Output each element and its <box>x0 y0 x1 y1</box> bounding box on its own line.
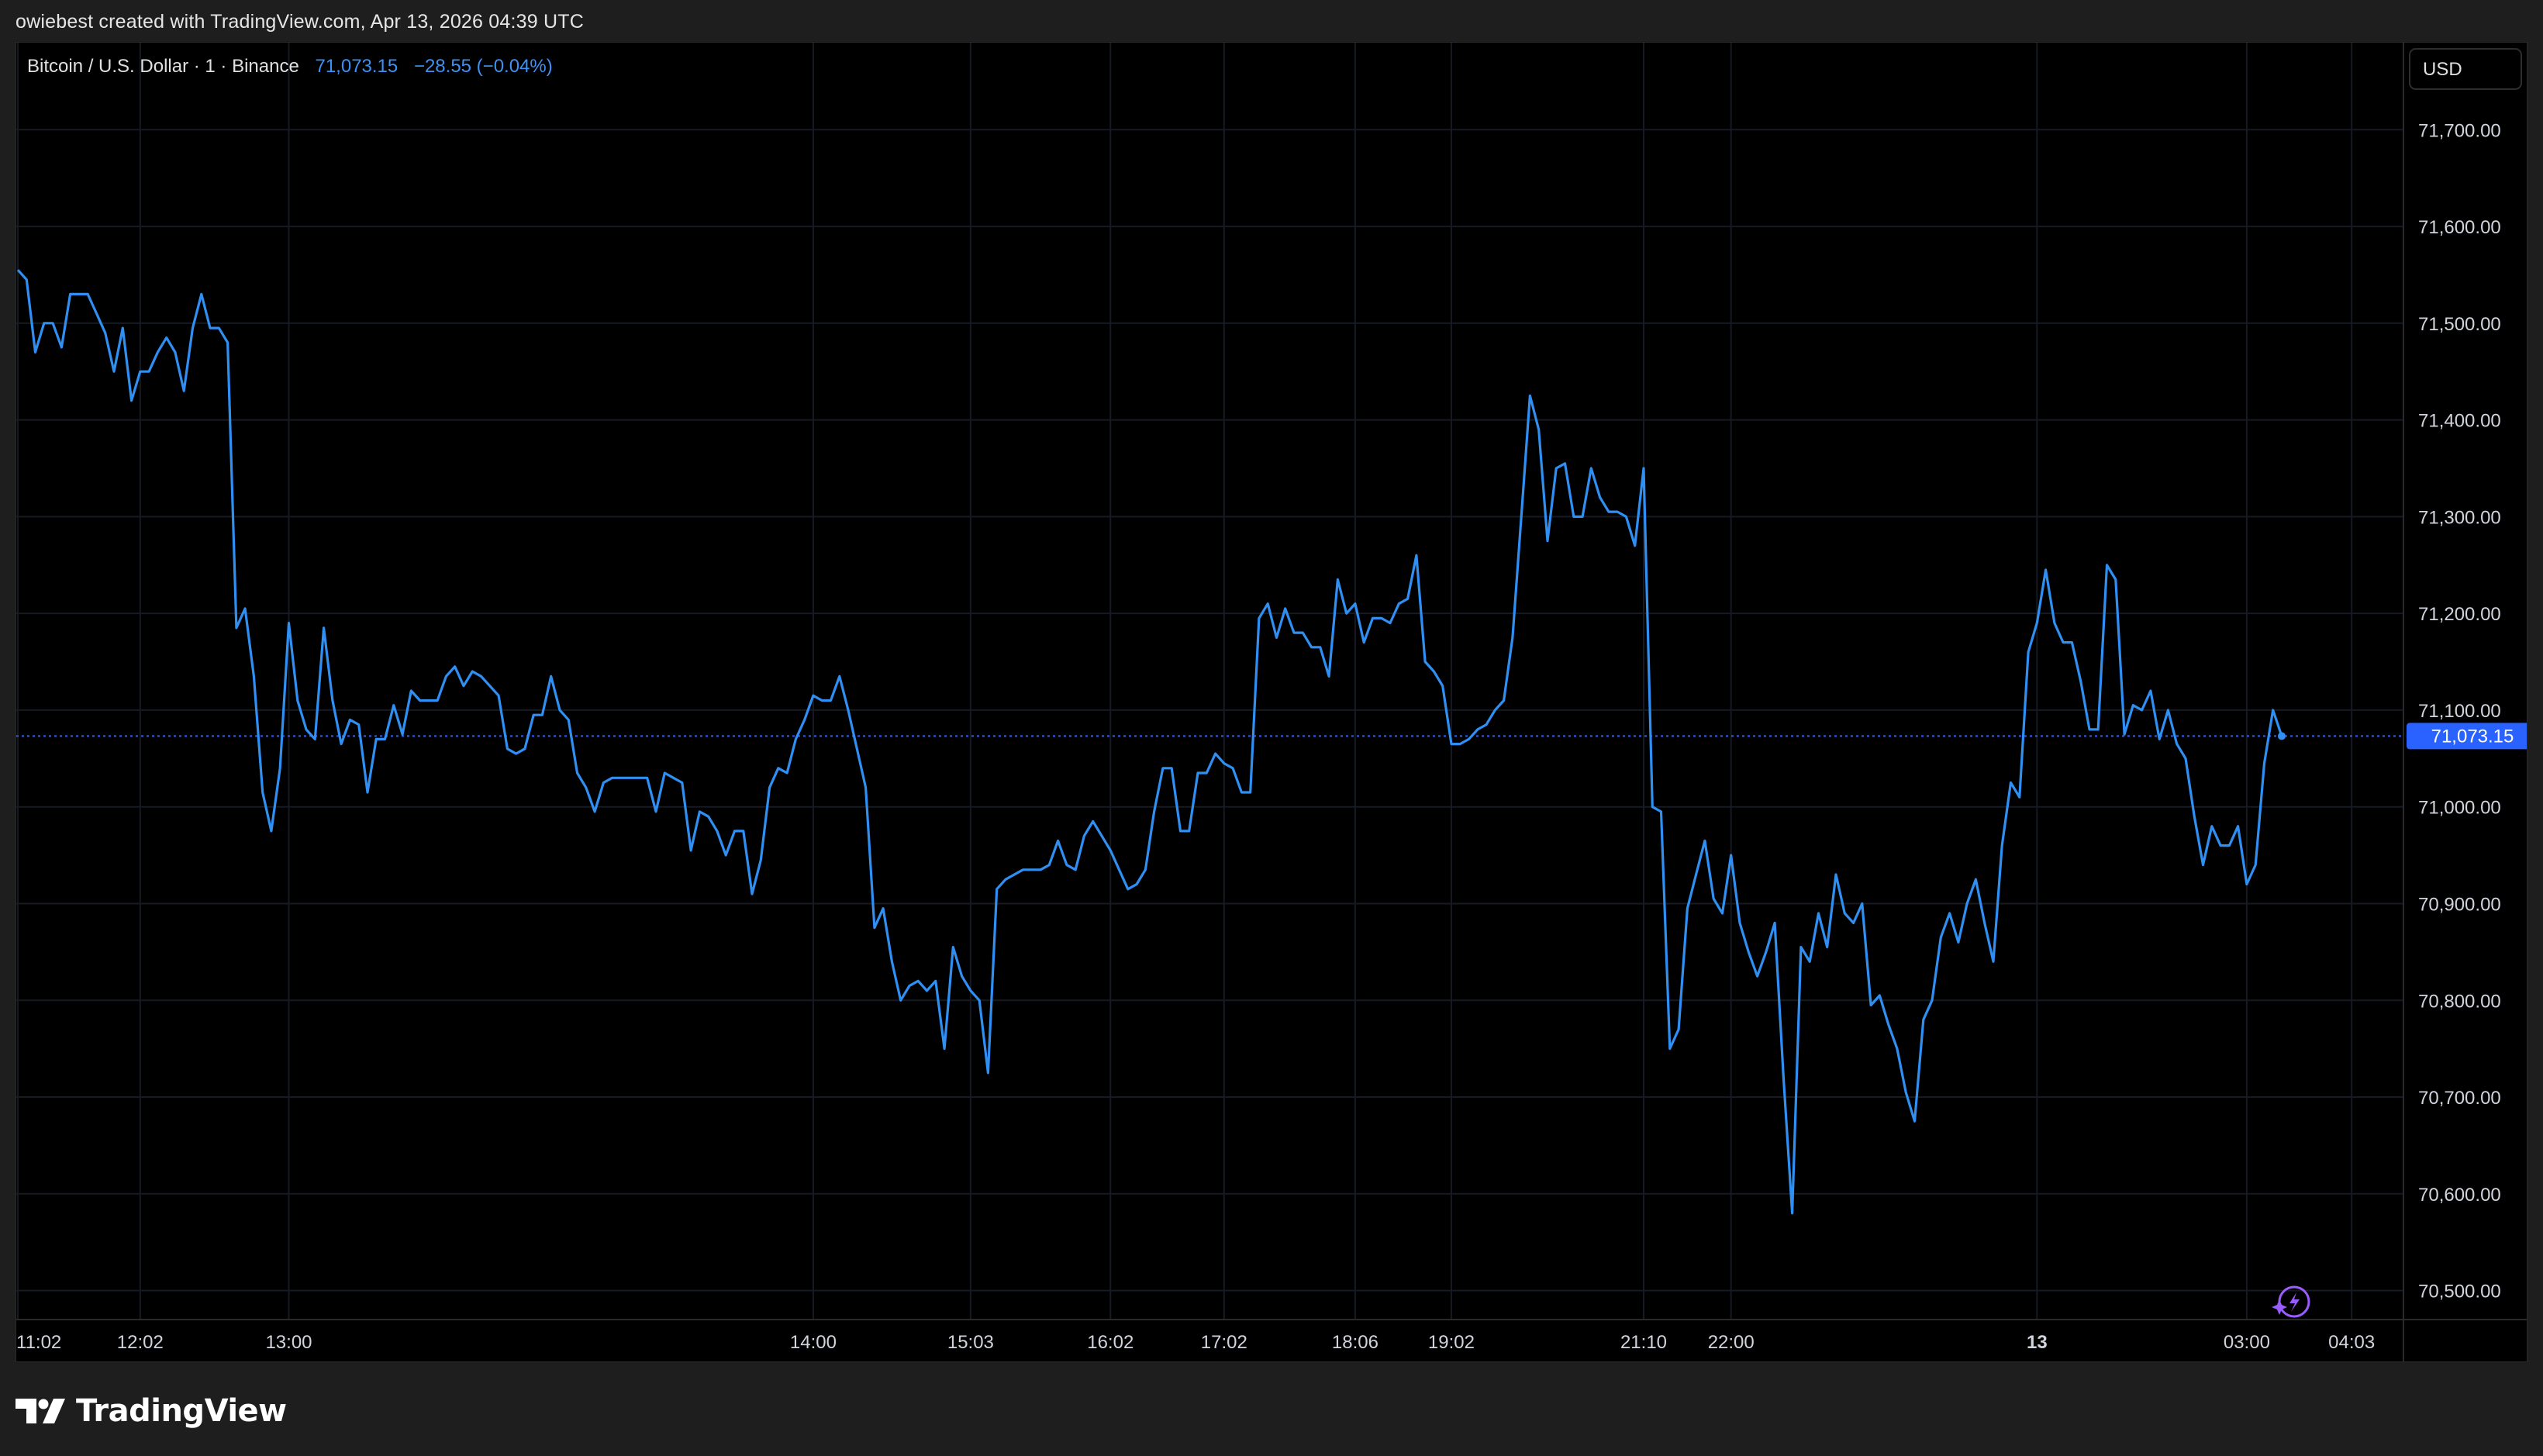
chart-credit: owiebest created with TradingView.com, A… <box>16 11 584 33</box>
current-price-label: 71,073.15 <box>2431 726 2514 747</box>
brand-name: TradingView <box>76 1393 287 1429</box>
x-tick-label: 13:00 <box>265 1332 312 1353</box>
y-tick-label: 71,100.00 <box>2418 701 2501 722</box>
y-tick-label: 71,500.00 <box>2418 314 2501 335</box>
footer: TradingView <box>16 1388 287 1434</box>
y-tick-label: 71,200.00 <box>2418 604 2501 625</box>
time-axis: 11:02 12:02 13:00 14:00 15:03 16:02 17:02 18:06… <box>16 1332 2375 1353</box>
x-tick-label: 17:02 <box>1201 1332 1247 1353</box>
x-tick-label: 19:02 <box>1428 1332 1475 1353</box>
x-tick-label: 14:00 <box>790 1332 837 1353</box>
y-tick-label: 70,600.00 <box>2418 1185 2501 1206</box>
sparkle-icon[interactable] <box>2272 1285 2310 1318</box>
chart-background <box>16 43 2527 1361</box>
x-tick-label: 22:00 <box>1708 1332 1755 1353</box>
x-tick-label: 04:03 <box>2328 1332 2375 1353</box>
y-tick-label: 71,600.00 <box>2418 217 2501 238</box>
price-chart[interactable]: 71,700.00 71,600.00 71,500.00 71,400.00 71,3… <box>16 43 2538 1361</box>
chart-frame[interactable]: 71,700.00 71,600.00 71,500.00 71,400.00 71,3… <box>16 42 2538 1362</box>
usd-button[interactable]: USD <box>2409 48 2522 90</box>
svg-text:Bitcoin / U.S. Dollar · 1 · Bi: Bitcoin / U.S. Dollar · 1 · Binance 71,0… <box>27 56 553 77</box>
price-axis: 71,700.00 71,600.00 71,500.00 71,400.00 71,3… <box>2418 120 2501 1302</box>
y-tick-label: 71,400.00 <box>2418 411 2501 432</box>
legend-symbol: Bitcoin / U.S. Dollar · 1 · Binance <box>27 56 299 77</box>
x-tick-label: 11:02 <box>16 1332 61 1353</box>
x-tick-label: 13 <box>2027 1332 2048 1353</box>
x-tick-label: 03:00 <box>2224 1332 2270 1353</box>
last-price-dot <box>2278 732 2286 740</box>
y-tick-label: 71,000.00 <box>2418 798 2501 819</box>
price-series-line <box>16 269 2283 1215</box>
symbol-legend[interactable]: Bitcoin / U.S. Dollar · 1 · Binance 71,0… <box>27 56 553 77</box>
y-tick-label: 71,700.00 <box>2418 120 2501 141</box>
usd-button-label: USD <box>2423 59 2462 80</box>
y-tick-label: 70,900.00 <box>2418 894 2501 915</box>
x-tick-label: 16:02 <box>1087 1332 1133 1353</box>
legend-change: −28.55 (−0.04%) <box>414 56 553 77</box>
x-tick-label: 21:10 <box>1620 1332 1667 1353</box>
legend-price: 71,073.15 <box>315 56 398 77</box>
series-layer <box>16 269 2286 1215</box>
current-price-tag: 71,073.15 <box>2407 723 2538 750</box>
y-tick-label: 70,700.00 <box>2418 1088 2501 1109</box>
grid-lines <box>16 43 2403 1320</box>
y-tick-label: 71,300.00 <box>2418 507 2501 528</box>
x-tick-label: 18:06 <box>1332 1332 1378 1353</box>
x-tick-label: 15:03 <box>947 1332 994 1353</box>
y-tick-label: 70,800.00 <box>2418 991 2501 1012</box>
tradingview-logo-icon <box>16 1399 65 1423</box>
x-tick-label: 12:02 <box>117 1332 164 1353</box>
y-tick-label: 70,500.00 <box>2418 1282 2501 1302</box>
